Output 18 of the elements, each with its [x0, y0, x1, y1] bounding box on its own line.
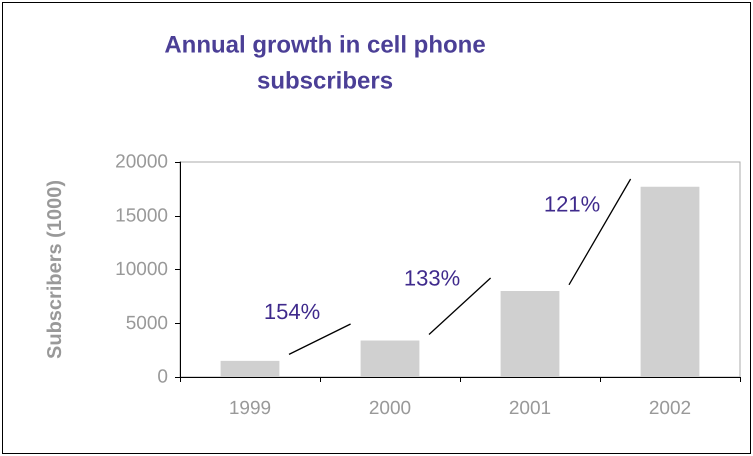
annotation: 154% [264, 299, 320, 324]
y-tick-label: 5000 [126, 312, 168, 334]
y-tick-label: 20000 [115, 152, 168, 172]
bar [640, 186, 700, 377]
bar [220, 360, 280, 377]
bar [360, 340, 420, 377]
bar [500, 291, 560, 377]
annotation: 133% [404, 266, 460, 291]
x-tick-label: 2002 [648, 398, 692, 419]
x-tick-label: 1999 [228, 398, 272, 419]
chart-title: Annual growth in cell phone subscribers [164, 32, 486, 94]
y-tick-label: 15000 [115, 205, 168, 226]
y-tick-label: 10000 [115, 259, 168, 280]
annotation: 121% [544, 192, 600, 217]
x-tick-label: 2000 [368, 398, 412, 419]
y-axis-title: Subscribers (1000) [44, 180, 66, 359]
x-tick-label: 2001 [508, 398, 552, 419]
y-tick-label: 0 [157, 366, 168, 388]
